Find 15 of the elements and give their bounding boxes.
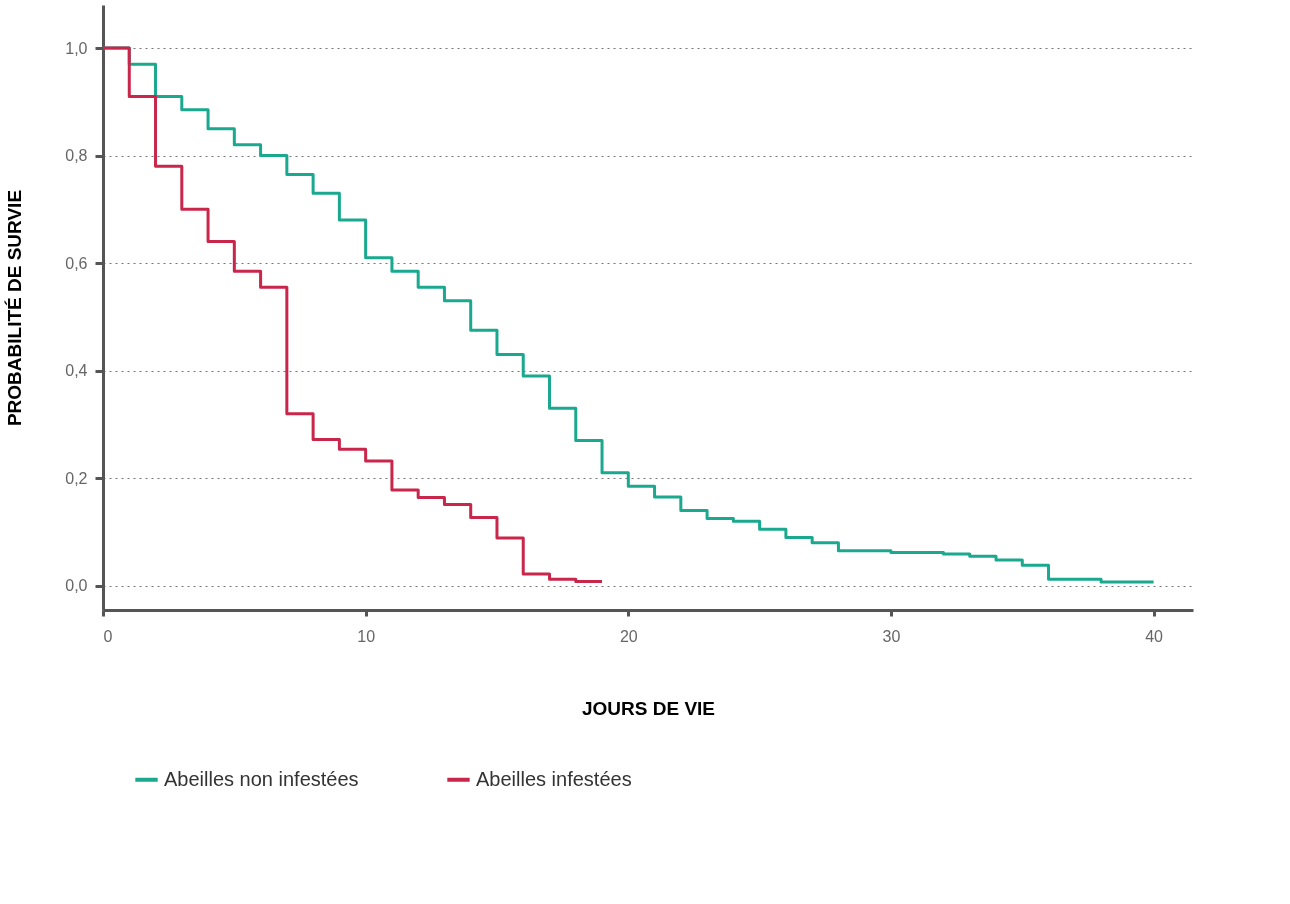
y-tick-label: 0,0	[65, 577, 88, 595]
y-axis-title: PROBABILITÉ DE SURVIE	[4, 189, 26, 427]
y-tick-label: 1,0	[65, 39, 88, 57]
legend-label: Abeilles infestées	[476, 767, 632, 790]
legend-label: Abeilles non infestées	[164, 767, 359, 790]
x-tick-label: 20	[619, 627, 638, 645]
y-tick-label: 0,6	[65, 254, 88, 272]
y-tick-label: 0,4	[65, 362, 88, 380]
x-axis-title: JOURS DE VIE	[581, 697, 716, 719]
y-tick-label: 0,2	[65, 469, 88, 487]
x-tick-label: 30	[882, 627, 901, 645]
y-tick-label: 0,8	[65, 147, 88, 165]
x-tick-label: 40	[1145, 627, 1164, 645]
x-tick-label: 10	[357, 627, 376, 645]
x-tick-label: 0	[103, 627, 113, 645]
